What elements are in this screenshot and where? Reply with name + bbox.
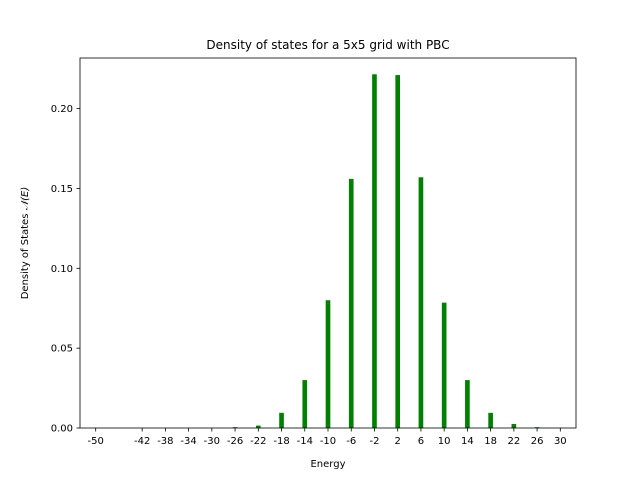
bar: [372, 74, 377, 429]
x-tick-label: 30: [554, 436, 567, 447]
x-tick-label: 22: [507, 436, 520, 447]
y-tick-label: 0.05: [51, 344, 73, 355]
bar: [441, 302, 447, 428]
y-tick-label: 0.00: [51, 424, 73, 435]
bar: [325, 300, 331, 428]
x-tick-label: -34: [180, 436, 196, 447]
x-tick-label: -50: [88, 436, 104, 447]
chart-title: Density of states for a 5x5 grid with PB…: [206, 38, 449, 52]
x-tick-label: -22: [250, 436, 266, 447]
x-tick-label: -18: [273, 436, 289, 447]
x-tick-label: 2: [395, 436, 401, 447]
bars-group: [232, 74, 540, 429]
x-tick-label: 6: [418, 436, 424, 447]
x-tick-label: -10: [320, 436, 336, 447]
bar: [255, 425, 261, 428]
y-axis-title-text: Density of States: [20, 210, 31, 299]
x-tick-label: -2: [369, 436, 379, 447]
x-tick-label: -14: [297, 436, 313, 447]
x-axis-ticks: -50 -42 -38 -34 -30 -26 -22 -18 -14 -10 -6 -2 2 6 10 14…: [88, 428, 567, 447]
y-tick-label: 0.15: [51, 184, 73, 195]
x-tick-label: -6: [346, 436, 356, 447]
bar: [418, 177, 424, 428]
x-tick-label: 18: [484, 436, 497, 447]
bar: [348, 178, 354, 428]
x-tick-label: -38: [157, 436, 173, 447]
bar: [279, 412, 284, 428]
bar: [465, 380, 470, 428]
y-axis-title: Density of States 𝒩(E): [20, 187, 31, 300]
y-axis-title-symbol: 𝒩(E): [20, 187, 31, 211]
y-axis-ticks: 0.00 0.05 0.10 0.15 0.20: [51, 104, 80, 435]
x-tick-label: -26: [227, 436, 243, 447]
bar: [395, 75, 401, 428]
bar: [511, 424, 517, 428]
y-tick-label: 0.10: [51, 264, 73, 275]
x-tick-label: 14: [461, 436, 474, 447]
x-tick-label: -42: [134, 436, 150, 447]
x-axis-title: Energy: [310, 459, 345, 470]
x-tick-label: -30: [204, 436, 220, 447]
x-tick-label: 26: [531, 436, 544, 447]
y-tick-label: 0.20: [51, 104, 73, 115]
x-tick-label: 10: [438, 436, 451, 447]
bar: [302, 380, 308, 428]
bar: [488, 412, 493, 428]
